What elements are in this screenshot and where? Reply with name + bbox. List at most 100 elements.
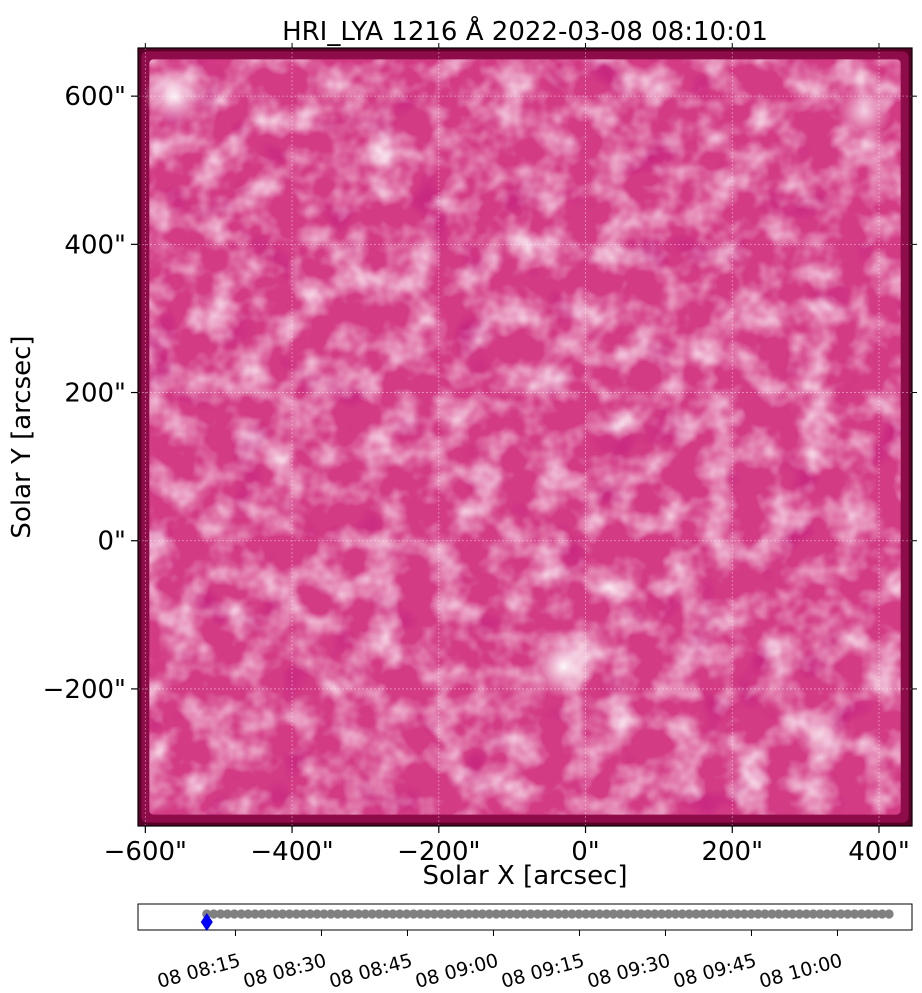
timeline-frame-point <box>464 909 474 919</box>
timeline-frame-point <box>691 909 701 919</box>
timeline-frame-point <box>408 909 419 919</box>
x-tick-label: −400" <box>250 837 333 867</box>
x-ticks: −600" −400" −200" 0" 200" 400" <box>104 43 910 867</box>
y-tick-label: 0" <box>97 527 126 557</box>
bright-feature <box>836 83 892 139</box>
timeline-tick-label: 08 09:30 <box>585 950 673 993</box>
timeline-frame-point <box>222 909 233 919</box>
timeline-frame-point <box>477 909 488 919</box>
timeline-frame-point <box>787 909 798 919</box>
timeline-frame-point <box>725 909 736 919</box>
timeline-frame-point <box>774 909 784 919</box>
timeline-frame-point <box>209 909 219 919</box>
y-ticks: −200" 0" 200" 400" 600" <box>43 82 917 705</box>
bright-feature <box>143 65 206 128</box>
solar-image-plot: −600" −400" −200" 0" 200" 400" −200" 0" 200" 400… <box>43 43 917 867</box>
timeline-frames <box>200 909 894 931</box>
timeline-tick-label: 08 10:00 <box>757 950 845 993</box>
timeline-frame-point <box>822 909 832 919</box>
bright-feature <box>531 634 596 699</box>
x-tick-label: −200" <box>397 837 480 867</box>
timeline-frame-point <box>843 909 853 919</box>
timeline-frame-point <box>243 909 253 919</box>
timeline-frame-point <box>850 909 860 919</box>
timeline-frame-point <box>636 909 646 919</box>
timeline-tick-label: 08 09:15 <box>499 950 587 993</box>
timeline-tick-label: 08 09:45 <box>671 950 759 993</box>
timeline-frame-point <box>650 909 660 919</box>
timeline-tick-label: 08 09:00 <box>413 950 501 993</box>
timeline-frame-point <box>360 909 370 919</box>
x-tick-label: −600" <box>104 837 187 867</box>
timeline-frame-point <box>278 909 288 919</box>
timeline-frame-point <box>326 909 336 919</box>
timeline-frame-point <box>539 909 550 919</box>
timeline-frame-point <box>601 909 612 919</box>
bright-features <box>143 65 892 760</box>
timeline-frame-point <box>608 909 619 919</box>
timeline-frame-point <box>532 909 543 919</box>
timeline-frame-point <box>512 909 522 919</box>
timeline-frame-point <box>436 909 446 919</box>
timeline-tick-label: 08 08:45 <box>327 950 415 993</box>
timeline-frame-point <box>250 909 260 919</box>
timeline-frame-point <box>746 909 756 919</box>
timeline-frame-point <box>284 909 295 919</box>
timeline-frame-point <box>519 909 529 919</box>
timeline-frame-point <box>698 909 708 919</box>
timeline-tick-label: 08 08:15 <box>155 950 243 993</box>
timeline-frame-point <box>298 909 308 919</box>
timeline-frame-point <box>236 909 246 919</box>
timeline-frame-point <box>381 909 391 919</box>
timeline-frame-point <box>801 909 811 919</box>
timeline-frame-point <box>271 909 281 919</box>
timeline-frame-point <box>553 909 563 919</box>
timeline-frame-point <box>388 909 398 919</box>
timeline-frame-point <box>402 909 412 919</box>
timeline-frame-point <box>491 909 501 919</box>
timeline-frame-point <box>353 909 364 919</box>
timeline-frame-point <box>498 909 508 919</box>
timeline-frame-point <box>367 909 377 919</box>
timeline-frame-point <box>422 909 432 919</box>
timeline-frame-point <box>450 909 460 919</box>
timeline-frame-point <box>657 909 667 919</box>
timeline-frame-point <box>753 909 763 919</box>
timeline-frame-point <box>767 909 777 919</box>
timeline-frame-point <box>312 909 322 919</box>
timeline-frame-point <box>588 909 598 919</box>
timeline-frame-point <box>677 909 687 919</box>
timeline-frame-point <box>374 909 384 919</box>
y-tick-label: 600" <box>64 82 126 112</box>
timeline-frame-point <box>305 909 315 919</box>
x-axis-label: Solar X [arcsec] <box>422 861 627 891</box>
timeline-frame-point <box>684 909 694 919</box>
timeline-frame-point <box>560 909 570 919</box>
bright-network <box>149 59 901 815</box>
timeline-frame-point <box>870 909 880 919</box>
x-tick-label: 200" <box>701 837 763 867</box>
timeline-frame-point <box>732 909 743 919</box>
timeline-frame-point <box>712 909 722 919</box>
grid <box>138 48 912 826</box>
timeline-frame-point <box>415 909 426 919</box>
timeline-frame-point <box>705 909 715 919</box>
timeline-frame-point <box>505 909 515 919</box>
timeline-frame-point <box>470 909 481 919</box>
timeline-frame-point <box>719 909 729 919</box>
timeline-frame-point <box>457 909 467 919</box>
timeline-frame-point <box>595 909 605 919</box>
timeline-tick-label: 08 08:30 <box>241 950 329 993</box>
timeline-frame-point <box>739 909 749 919</box>
timeline-frame-point <box>346 909 357 919</box>
timeline-frame-point <box>836 909 846 919</box>
timeline-frame-point <box>395 909 405 919</box>
timeline-frame-point <box>760 909 770 919</box>
current-frame-marker <box>200 913 213 931</box>
timeline-frame-point <box>829 909 839 919</box>
timeline-frame-point <box>622 909 632 919</box>
bright-feature <box>793 706 847 760</box>
